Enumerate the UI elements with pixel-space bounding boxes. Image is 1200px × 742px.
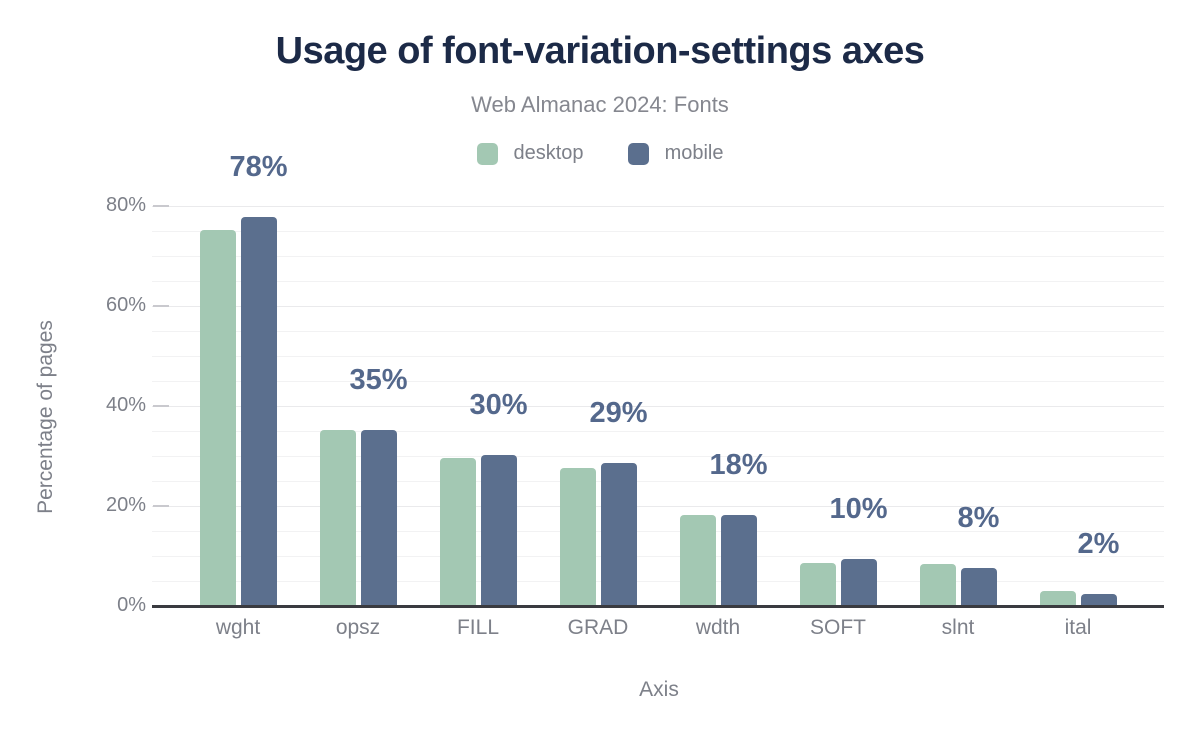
bar-desktop-SOFT[interactable] [799, 562, 836, 606]
gridline [152, 581, 1164, 582]
x-tick-label: slnt [941, 616, 975, 639]
y-tick-label: 40% [105, 394, 146, 416]
y-tick-label: 20% [105, 494, 146, 516]
desktop-legend-label: desktop [513, 142, 584, 164]
mobile-legend-swatch-icon [627, 142, 649, 165]
bar-desktop-wght[interactable] [199, 230, 236, 606]
gridline [152, 531, 1164, 532]
bar-mobile-wdth[interactable] [720, 514, 757, 606]
bar-value-label: 78% [229, 150, 288, 183]
mobile-legend-label: mobile [664, 142, 724, 164]
bar-desktop-GRAD[interactable] [559, 467, 596, 606]
gridline [152, 331, 1164, 332]
chart-title: Usage of font-variation-settings axes [275, 30, 925, 72]
x-tick-label: opsz [335, 616, 381, 639]
x-tick-label: FILL [456, 616, 500, 639]
y-axis-tick [153, 405, 169, 407]
legend: desktop mobile [0, 142, 1200, 165]
x-tick-label: GRAD [567, 616, 629, 639]
x-tick-label: ital [1064, 616, 1092, 639]
bar-mobile-SOFT[interactable] [840, 558, 877, 606]
x-axis-line [152, 605, 1164, 608]
bar-desktop-opsz[interactable] [319, 430, 356, 606]
gridline [152, 381, 1164, 382]
bar-desktop-slnt[interactable] [919, 564, 956, 606]
gridline [152, 206, 1164, 207]
y-axis-tick [153, 505, 169, 507]
bar-value-label: 29% [589, 397, 648, 429]
gridline [152, 506, 1164, 507]
bar-mobile-FILL[interactable] [480, 455, 517, 606]
gridline [152, 306, 1164, 307]
legend-item-mobile[interactable]: mobile [627, 142, 724, 165]
y-axis-tick [153, 205, 169, 207]
bar-desktop-ital[interactable] [1039, 591, 1076, 606]
x-tick-label: wdth [695, 616, 741, 639]
bar-mobile-slnt[interactable] [960, 568, 997, 606]
gridline [152, 456, 1164, 457]
bar-mobile-wght[interactable] [240, 216, 277, 606]
gridline [152, 556, 1164, 557]
bar-value-label: 18% [709, 448, 768, 481]
gridline [152, 406, 1164, 407]
bar-value-label: 2% [1077, 528, 1120, 560]
bar-mobile-GRAD[interactable] [600, 463, 637, 606]
gridline [152, 256, 1164, 257]
legend-item-desktop[interactable]: desktop [476, 142, 584, 165]
y-tick-label: 80% [105, 194, 146, 216]
bar-value-label: 35% [349, 363, 408, 396]
y-axis-tick [153, 305, 169, 307]
bar-mobile-ital[interactable] [1080, 594, 1117, 606]
bar-value-label: 10% [829, 492, 888, 525]
bar-value-label: 8% [957, 502, 1000, 534]
chart-subtitle: Web Almanac 2024: Fonts [471, 92, 729, 117]
x-tick-label: wght [215, 616, 261, 639]
bar-desktop-wdth[interactable] [679, 514, 716, 606]
bar-mobile-opsz[interactable] [360, 429, 397, 606]
gridline [152, 231, 1164, 232]
bar-value-label: 30% [469, 389, 528, 421]
desktop-legend-swatch-icon [476, 142, 498, 165]
x-tick-label: SOFT [810, 616, 866, 639]
y-tick-label: 0% [117, 594, 146, 616]
gridline [152, 281, 1164, 282]
y-tick-label: 60% [105, 294, 146, 316]
gridline [152, 481, 1164, 482]
gridline [152, 356, 1164, 357]
x-axis-title: Axis [639, 678, 679, 701]
bar-desktop-FILL[interactable] [439, 457, 476, 606]
gridline [152, 431, 1164, 432]
